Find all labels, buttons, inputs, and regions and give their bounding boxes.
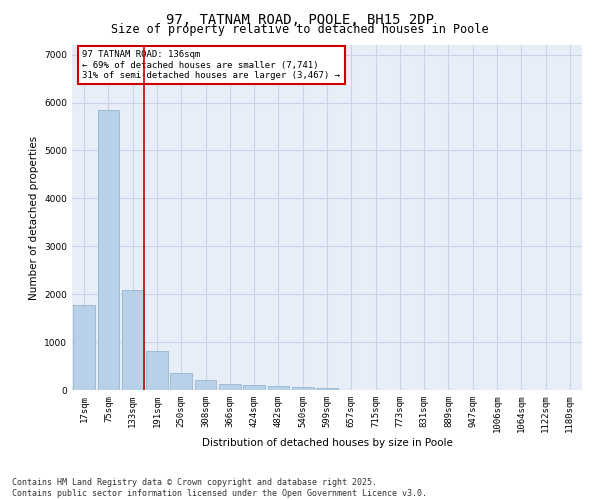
Text: 97 TATNAM ROAD: 136sqm
← 69% of detached houses are smaller (7,741)
31% of semi-: 97 TATNAM ROAD: 136sqm ← 69% of detached… xyxy=(82,50,340,80)
Bar xyxy=(219,384,241,390)
Y-axis label: Number of detached properties: Number of detached properties xyxy=(29,136,38,300)
Bar xyxy=(243,385,265,390)
Bar xyxy=(146,350,168,390)
Bar xyxy=(73,304,95,390)
Bar xyxy=(194,380,217,390)
Bar xyxy=(97,110,119,390)
Bar xyxy=(268,386,289,390)
Bar xyxy=(316,388,338,390)
Text: 97, TATNAM ROAD, POOLE, BH15 2DP: 97, TATNAM ROAD, POOLE, BH15 2DP xyxy=(166,12,434,26)
Text: Contains HM Land Registry data © Crown copyright and database right 2025.
Contai: Contains HM Land Registry data © Crown c… xyxy=(12,478,427,498)
Bar xyxy=(292,387,314,390)
Bar xyxy=(122,290,143,390)
Bar xyxy=(170,372,192,390)
Text: Size of property relative to detached houses in Poole: Size of property relative to detached ho… xyxy=(111,22,489,36)
X-axis label: Distribution of detached houses by size in Poole: Distribution of detached houses by size … xyxy=(202,438,452,448)
